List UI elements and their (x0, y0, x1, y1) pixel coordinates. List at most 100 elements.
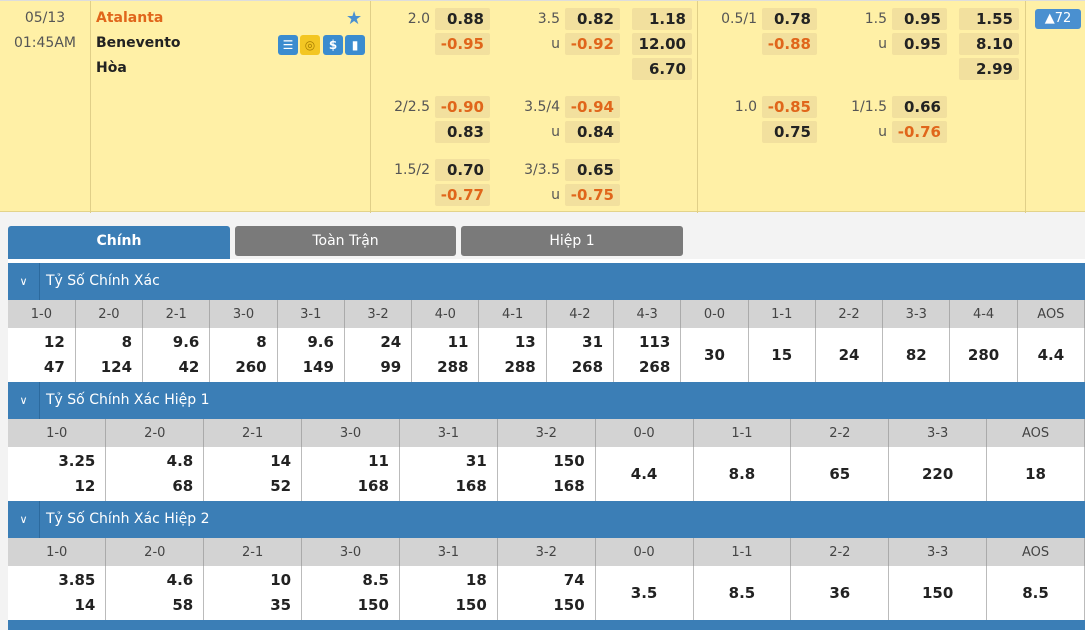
odds-value[interactable]: 24 (838, 345, 860, 364)
odds-value[interactable]: 150 (357, 596, 389, 614)
1x2-odds[interactable]: 1.18 (632, 8, 692, 30)
chevron-down-icon[interactable]: ∨ (8, 501, 40, 538)
odds-value[interactable]: 113 (639, 333, 671, 351)
odds-value[interactable]: 74 (563, 571, 585, 589)
handicap-home-odds[interactable]: 0.70 (435, 159, 490, 181)
odds-value[interactable]: 4.6 (166, 571, 194, 589)
odds-cell[interactable]: 30 (680, 328, 749, 382)
odds-cell[interactable]: 18 (986, 447, 1085, 501)
odds-value[interactable]: 31 (465, 452, 487, 470)
odds-value[interactable]: 8.8 (728, 464, 756, 483)
odds-cell[interactable]: 65 (790, 447, 890, 501)
odds-value[interactable]: 82 (905, 345, 927, 364)
odds-cell[interactable]: 8.8 (693, 447, 792, 501)
odds-value[interactable]: 10 (270, 571, 292, 589)
away-team[interactable]: Benevento (96, 35, 181, 51)
odds-cell[interactable]: 15 (748, 328, 816, 382)
odds-cell[interactable]: 4.6 58 (105, 566, 205, 620)
odds-cell[interactable]: 31 268 (546, 328, 615, 382)
under-odds[interactable]: 0.95 (892, 33, 947, 55)
odds-cell[interactable]: 3.85 14 (8, 566, 107, 620)
odds-cell[interactable]: 18 150 (399, 566, 498, 620)
odds-value[interactable]: 9.6 (172, 333, 200, 351)
over-odds[interactable]: 0.66 (892, 96, 947, 118)
odds-value[interactable]: 42 (178, 358, 200, 376)
odds-value[interactable]: 9.6 (307, 333, 334, 351)
handicap-away-odds[interactable]: -0.77 (435, 184, 490, 206)
odds-value[interactable]: 168 (455, 477, 487, 495)
odds-value[interactable]: 288 (437, 358, 469, 376)
odds-value[interactable]: 150 (922, 583, 954, 602)
odds-value[interactable]: 150 (553, 596, 585, 614)
odds-value[interactable]: 4.4 (1037, 345, 1065, 364)
over-odds[interactable]: 0.82 (565, 8, 620, 30)
handicap-away-odds[interactable]: 0.83 (435, 121, 490, 143)
odds-value[interactable]: 149 (302, 358, 334, 376)
coin-icon[interactable]: ◎ (300, 35, 320, 55)
odds-cell[interactable]: 150 168 (497, 447, 596, 501)
odds-value[interactable]: 13 (514, 333, 536, 351)
1x2-odds[interactable]: 8.10 (959, 33, 1019, 55)
under-odds[interactable]: 0.84 (565, 121, 620, 143)
odds-cell[interactable]: 11 168 (301, 447, 400, 501)
odds-value[interactable]: 18 (465, 571, 487, 589)
odds-value[interactable]: 124 (100, 358, 133, 376)
odds-value[interactable]: 35 (270, 596, 292, 614)
odds-value[interactable]: 4.4 (630, 464, 658, 483)
odds-value[interactable]: 15 (771, 345, 793, 364)
odds-value[interactable]: 150 (455, 596, 487, 614)
odds-value[interactable]: 3.25 (58, 452, 96, 470)
handicap-away-odds[interactable]: 0.75 (762, 121, 817, 143)
tab-hiep-1[interactable]: Hiệp 1 (461, 226, 683, 256)
1x2-odds[interactable]: 6.70 (632, 58, 692, 80)
odds-cell[interactable]: 8 260 (209, 328, 278, 382)
odds-value[interactable]: 65 (829, 464, 851, 483)
odds-cell[interactable]: 4.4 (1017, 328, 1085, 382)
odds-value[interactable]: 3.5 (630, 583, 658, 602)
odds-value[interactable]: 220 (922, 464, 954, 483)
favorite-star-icon[interactable]: ★ (346, 8, 363, 29)
odds-value[interactable]: 14 (74, 596, 96, 614)
chevron-down-icon[interactable]: ∨ (8, 382, 40, 419)
odds-cell[interactable]: 24 (815, 328, 884, 382)
over-odds[interactable]: -0.94 (565, 96, 620, 118)
odds-cell[interactable]: 9.6 149 (277, 328, 345, 382)
section-header[interactable]: ∨ Tỷ Số Chính Xác (8, 263, 1085, 300)
odds-value[interactable]: 260 (235, 358, 267, 376)
odds-cell[interactable]: 8 124 (75, 328, 144, 382)
handicap-home-odds[interactable]: -0.90 (435, 96, 490, 118)
odds-cell[interactable]: 150 (888, 566, 988, 620)
over-odds[interactable]: 0.65 (565, 159, 620, 181)
odds-value[interactable]: 24 (380, 333, 402, 351)
odds-cell[interactable]: 113 268 (613, 328, 682, 382)
scoreboard-icon[interactable]: ☰ (278, 35, 298, 55)
odds-cell[interactable]: 11 288 (411, 328, 480, 382)
odds-cell[interactable]: 13 288 (478, 328, 547, 382)
stats-icon[interactable]: ▮ (345, 35, 365, 55)
odds-cell[interactable]: 4.8 68 (105, 447, 205, 501)
odds-value[interactable]: 8.5 (728, 583, 756, 602)
odds-value[interactable]: 12 (43, 333, 65, 351)
1x2-odds[interactable]: 12.00 (632, 33, 692, 55)
odds-cell[interactable]: 14 52 (203, 447, 303, 501)
odds-value[interactable]: 8.5 (362, 571, 389, 589)
odds-value[interactable]: 58 (172, 596, 194, 614)
odds-value[interactable]: 3.85 (58, 571, 96, 589)
odds-cell[interactable]: 82 (882, 328, 951, 382)
odds-cell[interactable]: 3.25 12 (8, 447, 107, 501)
odds-value[interactable]: 68 (172, 477, 194, 495)
odds-cell[interactable]: 31 168 (399, 447, 498, 501)
odds-value[interactable]: 4.8 (166, 452, 194, 470)
odds-value[interactable]: 11 (368, 452, 389, 470)
odds-value[interactable]: 12 (74, 477, 96, 495)
chevron-down-icon[interactable]: ∨ (8, 263, 40, 300)
odds-value[interactable]: 11 (447, 333, 469, 351)
odds-cell[interactable]: 9.6 42 (142, 328, 211, 382)
odds-value[interactable]: 168 (357, 477, 389, 495)
under-odds[interactable]: -0.76 (892, 121, 947, 143)
odds-cell[interactable]: 3.5 (595, 566, 694, 620)
odds-value[interactable]: 280 (967, 345, 1000, 364)
section-header[interactable]: ∨ Tỷ Số Chính Xác Hiệp 1 (8, 382, 1085, 419)
odds-cell[interactable]: 36 (790, 566, 890, 620)
odds-cell[interactable]: 74 150 (497, 566, 596, 620)
